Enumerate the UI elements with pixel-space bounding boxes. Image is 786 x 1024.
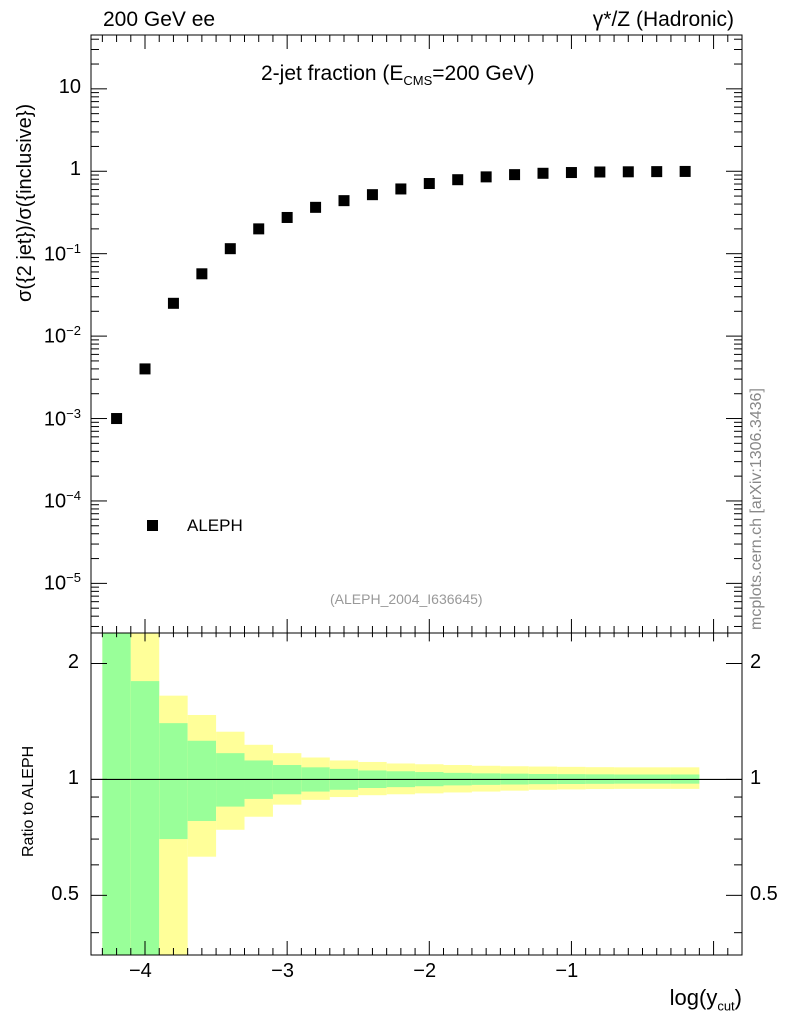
tick-base: 10 (43, 325, 67, 348)
bottom-y-tick-label-left: 1 (67, 767, 79, 790)
top-panel-frame (90, 34, 743, 634)
x-tick-label: −4 (129, 960, 152, 982)
data-point (196, 268, 208, 280)
header-left: 200 GeV ee (103, 8, 216, 31)
data-point (651, 166, 663, 178)
bottom-y-tick-label-right: 0.5 (750, 883, 778, 906)
tick-exponent: −1 (66, 240, 81, 256)
tick-base: 1 (69, 158, 81, 181)
bottom-y-tick-label-right: 1 (750, 767, 762, 790)
plot-title-tail: =200 GeV) (432, 62, 535, 85)
tick-base: 10 (43, 573, 67, 596)
bottom-y-axis-title: Ratio to ALEPH (20, 745, 37, 857)
bottom-y-tick-label-right: 2 (750, 651, 762, 674)
legend-marker (147, 520, 158, 531)
tick-base: 10 (43, 243, 67, 266)
top-y-tick-label: 10−5 (44, 570, 81, 596)
data-point (111, 413, 123, 425)
data-point (395, 183, 407, 195)
x-axis-title-sub: cut (717, 998, 735, 1014)
data-point (253, 223, 265, 235)
tick-exponent: −5 (66, 570, 81, 586)
ratio-inner-band-bin (159, 723, 188, 840)
axes-frames (90, 34, 743, 956)
ratio-inner-band-bin (130, 681, 160, 955)
plot-title-main: 2-jet fraction (E (261, 62, 404, 85)
x-tick-label: −3 (271, 960, 294, 982)
ratio-inner-band-bin (102, 633, 131, 955)
bottom-y-tick-label-left: 0.5 (51, 883, 79, 906)
x-axis-title-main: log(y (669, 985, 718, 1010)
data-point (281, 211, 293, 223)
top-y-tick-label: 10−4 (44, 488, 81, 514)
tick-marks (91, 35, 742, 955)
data-point (167, 297, 179, 309)
data-point (452, 174, 464, 186)
top-y-tick-label: 1 (70, 158, 81, 181)
ratio-inner-band-bin (187, 740, 217, 821)
x-axis-title: log(ycut) (670, 985, 742, 1013)
data-point (565, 167, 577, 179)
data-point (310, 201, 322, 213)
data-point (679, 165, 691, 177)
analysis-reference: (ALEPH_2004_I636645) (330, 591, 483, 607)
data-point (423, 178, 435, 190)
data-point (509, 169, 521, 181)
x-axis-title-tail: ) (734, 985, 742, 1010)
top-y-tick-label: 10−1 (44, 241, 81, 267)
tick-base: 10 (58, 75, 81, 98)
top-y-tick-label: 10−2 (44, 323, 81, 349)
data-point (537, 167, 549, 179)
data-point (224, 243, 236, 255)
data-point (338, 195, 350, 207)
data-point (139, 363, 151, 375)
legend-label: ALEPH (187, 516, 243, 535)
watermark: mcplots.cern.ch [arXiv:1306.3436] (748, 388, 765, 630)
bottom-y-tick-label-left: 2 (67, 651, 79, 674)
plot-title: 2-jet fraction (ECMS=200 GeV) (261, 62, 534, 88)
top-y-tick-label: 10 (59, 76, 81, 99)
top-y-axis-title: σ({2 jet})/σ({inclusive}) (14, 103, 36, 302)
x-tick-label: −2 (413, 960, 437, 982)
tick-exponent: −4 (66, 487, 81, 503)
tick-base: 10 (43, 490, 67, 513)
data-point (366, 189, 378, 201)
header-right: γ*/Z (Hadronic) (592, 8, 734, 31)
ratio-bands (102, 633, 700, 955)
x-tick-label: −1 (555, 960, 579, 982)
data-markers (111, 165, 691, 425)
tick-base: 10 (43, 408, 67, 431)
tick-exponent: −3 (66, 405, 81, 421)
data-point (622, 166, 634, 178)
data-point (594, 166, 606, 178)
top-y-tick-label: 10−3 (44, 406, 81, 432)
tick-exponent: −2 (66, 323, 81, 339)
plot-title-sub: CMS (403, 73, 433, 89)
data-point (480, 171, 492, 183)
bottom-panel-frame (90, 632, 743, 956)
